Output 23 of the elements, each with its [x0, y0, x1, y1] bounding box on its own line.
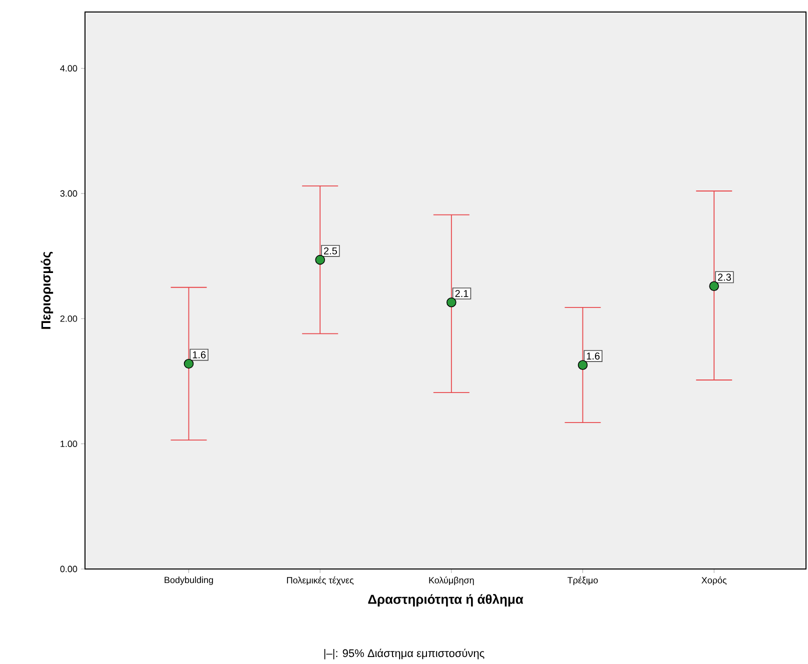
data-label: 2.1 [455, 290, 468, 297]
y-tick-label: 2.00 [60, 315, 78, 322]
x-tick-label: Κολύμβηση [429, 576, 474, 586]
data-label: 2.3 [718, 274, 731, 281]
point [709, 281, 719, 292]
text: |–|: 95% Διάστημα εμπιστοσύνης [324, 648, 484, 660]
y-axis-title: Περιορισμός [40, 252, 54, 329]
x-axis-title: Δραστηριότητα ή άθλημα [368, 594, 524, 606]
point [446, 297, 456, 308]
x-tick-label: Χορός [702, 576, 727, 586]
x-tick-label: Τρέξιμο [568, 576, 598, 586]
data-label: 2.5 [324, 247, 337, 254]
point [315, 254, 325, 265]
y-tick-label: 3.00 [60, 190, 78, 197]
y-tick-label: 0.00 [60, 566, 78, 572]
point [578, 360, 588, 370]
point [184, 358, 194, 369]
data-label: 1.6 [586, 352, 600, 360]
y-tick-label: 1.00 [60, 440, 78, 448]
x-tick-label: Bodybulding [164, 576, 213, 585]
y-tick-label: 4.00 [60, 65, 78, 72]
x-tick-label: Πολεμικές τέχνες [287, 576, 354, 586]
data-label: 1.6 [192, 351, 206, 358]
